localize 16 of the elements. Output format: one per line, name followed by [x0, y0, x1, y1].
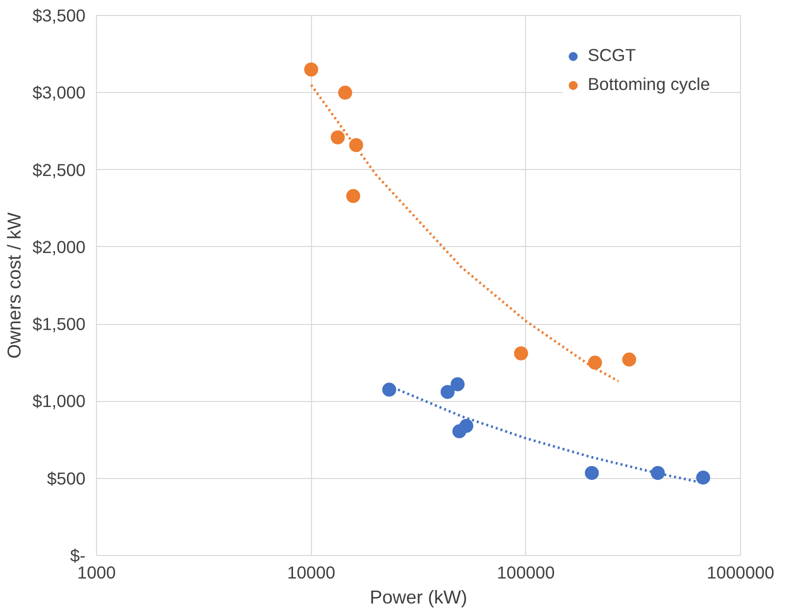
- x-tick-label: 10000: [287, 562, 336, 582]
- y-tick-label: $3,000: [32, 82, 86, 103]
- y-tick-label: $-: [70, 546, 86, 566]
- y-axis-title: Owners cost / kW: [4, 212, 24, 359]
- y-tick-label: $2,500: [32, 160, 86, 180]
- y-tick-label: $2,000: [32, 236, 86, 257]
- x-axis-title: Power (kW): [370, 586, 468, 608]
- legend-label: Bottoming cycle: [588, 74, 710, 95]
- legend-label: SCGT: [588, 45, 636, 66]
- y-tick-label: $3,500: [32, 6, 86, 26]
- x-tick-label: 1000000: [706, 562, 774, 582]
- x-tick-label: 100000: [496, 562, 555, 582]
- y-tick-label: $1,000: [32, 391, 86, 412]
- y-tick-label: $500: [46, 468, 86, 488]
- y-tick-label: $1,500: [32, 314, 86, 334]
- x-tick-label: 1000: [77, 562, 116, 582]
